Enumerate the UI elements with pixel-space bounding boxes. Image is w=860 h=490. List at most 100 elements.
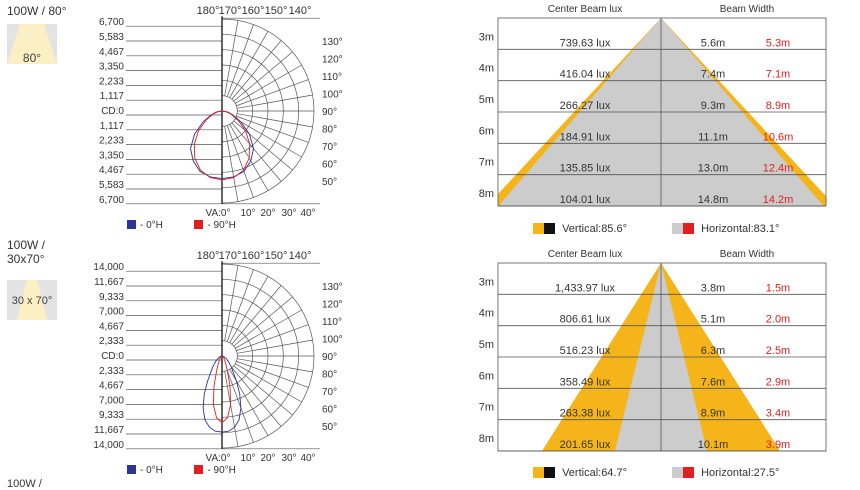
- curve-90h: [193, 110, 251, 181]
- vertical-angle-label: Vertical:85.6°: [562, 223, 627, 235]
- distance-label: 7m: [479, 157, 494, 169]
- legend-label-90h: - 90°H: [207, 220, 236, 231]
- distance-label: 4m: [479, 63, 494, 75]
- polar-chart-1: 6,700 5,583 4,467 3,350 2,233 1,117 CD:0 1,117 2…: [99, 5, 343, 219]
- radial-scale-label: 5,583: [99, 180, 124, 191]
- horizontal-width-value: 10.6m: [763, 131, 794, 143]
- radial-scale-label: 11,667: [94, 277, 124, 288]
- vertical-width-value: 10.1m: [698, 439, 729, 451]
- radial-scale-label: 4,467: [99, 47, 124, 58]
- bottom-angle-label: 30°: [281, 453, 296, 464]
- radial-scale-label: CD:0: [101, 106, 124, 117]
- radial-scale-label: 5,583: [99, 32, 124, 43]
- center-lux-value: 806.61 lux: [560, 314, 611, 326]
- center-lux-value: 416.04 lux: [560, 69, 611, 81]
- right-angle-label: 110°: [322, 317, 342, 328]
- polar-spoke: [237, 94, 313, 109]
- vertical-swatch-icon: [533, 467, 544, 478]
- polar-spoke: [236, 360, 309, 388]
- radial-scale-label: CD:0: [101, 351, 124, 362]
- radial-scale-label: 2,233: [99, 76, 124, 87]
- horizontal-width-value: 2.9m: [766, 376, 790, 388]
- polar-spoke: [236, 115, 309, 143]
- bottom-angle-label: 10°: [240, 453, 255, 464]
- beam-width-header: Beam Width: [720, 249, 774, 260]
- distance-label: 5m: [479, 94, 494, 106]
- radial-scale-label: 2,333: [99, 366, 124, 377]
- top-angle-label: 150°: [265, 250, 288, 262]
- curve-90h: [212, 355, 232, 424]
- distance-label: 3m: [479, 31, 494, 43]
- radial-scale-label: 1,117: [100, 121, 125, 132]
- horizontal-swatch-icon: [672, 467, 683, 478]
- top-angle-label: 160°: [242, 5, 265, 17]
- curve-0h: [190, 110, 254, 180]
- beam-legend-2-horizontal: Horizontal:27.5°: [672, 467, 779, 479]
- radial-scale-label: 1,117: [100, 91, 125, 102]
- vertical-width-value: 5.1m: [701, 314, 725, 326]
- polar-spoke: [226, 269, 254, 342]
- radial-scale-label: 7,000: [99, 307, 124, 318]
- right-angle-label: 50°: [322, 422, 337, 433]
- polar-spoke: [224, 20, 239, 96]
- right-angle-label: 80°: [322, 370, 337, 381]
- polar-spoke: [233, 296, 293, 347]
- distance-label: 5m: [479, 339, 494, 351]
- vertical-width-value: 13.0m: [698, 163, 729, 175]
- polar-grid: [222, 263, 315, 449]
- polar-legend-1: - 0°H - 90°H: [127, 220, 236, 231]
- right-angle-label: 70°: [322, 387, 337, 398]
- polar-chart-2: 14,000 11,667 9,333 7,000 4,667 2,333 CD:0 2,33…: [93, 250, 342, 464]
- right-angle-label: 90°: [322, 107, 337, 118]
- center-lux-value: 184.91 lux: [560, 131, 611, 143]
- top-angle-label: 170°: [219, 5, 242, 17]
- footer-partial-title: 100W /: [7, 478, 42, 490]
- beam-shape-icon: [7, 24, 57, 64]
- top-angle-label: 140°: [289, 5, 312, 17]
- bottom-angle-label: 40°: [300, 208, 315, 219]
- center-lux-value: 1,433.97 lux: [555, 282, 615, 294]
- horizontal-angle-label: Horizontal:83.1°: [701, 223, 780, 235]
- radial-scale-label: 6,700: [99, 17, 124, 28]
- product-2-thumbnail: 30 x 70°: [7, 280, 57, 320]
- radial-scale-label: 2,233: [99, 136, 124, 147]
- distance-label: 6m: [479, 125, 494, 137]
- bottom-angle-label: 10°: [240, 208, 255, 219]
- polar-spoke: [233, 120, 293, 171]
- horizontal-width-value: 3.4m: [766, 408, 790, 420]
- right-angle-label: 110°: [322, 72, 342, 83]
- top-angle-label: 160°: [242, 250, 265, 262]
- polar-spoke: [235, 309, 302, 349]
- polar-spoke: [237, 113, 313, 128]
- polar-spoke: [224, 126, 239, 202]
- radial-scale-label: 9,333: [99, 292, 124, 303]
- center-lux-value: 104.01 lux: [560, 194, 611, 206]
- legend-swatch-0h: [127, 220, 136, 229]
- radial-scale-label: 11,667: [94, 425, 124, 436]
- right-angle-label: 60°: [322, 160, 337, 171]
- radial-scale-label: 14,000: [93, 262, 124, 273]
- vertical-dark-swatch-icon: [544, 467, 555, 478]
- product-2-title: 100W / 30x70°: [7, 238, 45, 266]
- legend-swatch-90h: [194, 220, 204, 229]
- vertical-width-value: 11.1m: [698, 131, 728, 143]
- center-lux-value: 263.38 lux: [560, 408, 611, 420]
- horizontal-swatch-icon: [672, 223, 683, 234]
- vertical-dark-swatch-icon: [544, 223, 555, 234]
- polar-grid: [222, 18, 315, 204]
- polar-spoke: [224, 371, 239, 447]
- beam-legend-1: Vertical:85.6°: [533, 223, 627, 235]
- vertical-width-value: 3.8m: [701, 282, 725, 294]
- beam-legend-1-horizontal: Horizontal:83.1°: [672, 223, 779, 235]
- right-angle-label: 80°: [322, 125, 337, 136]
- horizontal-width-value: 2.5m: [766, 345, 790, 357]
- product-1-thumbnail-label: 80°: [22, 51, 42, 64]
- radial-scale-label: 4,667: [99, 321, 124, 332]
- top-angle-label: 180°: [197, 5, 220, 17]
- polar-spoke: [233, 365, 293, 416]
- distance-label: 8m: [479, 188, 494, 200]
- top-angle-label: 170°: [219, 250, 242, 262]
- vertical-width-value: 7.4m: [701, 69, 725, 81]
- vertical-angle-label: Vertical:64.7°: [562, 467, 627, 479]
- product-1-title-line: 100W / 80°: [7, 4, 67, 18]
